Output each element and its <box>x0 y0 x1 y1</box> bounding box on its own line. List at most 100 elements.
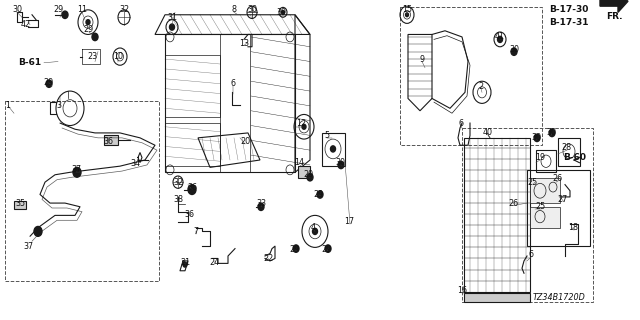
Text: 21: 21 <box>180 258 190 267</box>
Circle shape <box>549 129 555 137</box>
Circle shape <box>317 191 323 198</box>
Text: 25: 25 <box>528 178 538 187</box>
Text: 6: 6 <box>458 119 463 128</box>
Text: 42: 42 <box>21 20 31 29</box>
Circle shape <box>46 80 52 87</box>
Circle shape <box>183 262 187 267</box>
Circle shape <box>511 48 517 55</box>
Text: 32: 32 <box>119 5 129 14</box>
Bar <box>558 138 580 166</box>
Circle shape <box>534 134 540 141</box>
Bar <box>322 133 345 166</box>
Text: 40: 40 <box>483 128 493 137</box>
Text: FR.: FR. <box>606 12 623 20</box>
Text: 24: 24 <box>209 258 219 267</box>
Bar <box>536 150 556 172</box>
Bar <box>104 135 118 145</box>
Bar <box>5 101 159 281</box>
Text: 37: 37 <box>23 242 33 251</box>
Text: 36: 36 <box>187 183 197 192</box>
Bar <box>530 207 560 228</box>
Text: 39: 39 <box>276 8 286 17</box>
Circle shape <box>302 124 306 129</box>
Text: 38: 38 <box>173 195 183 204</box>
Text: 30: 30 <box>546 128 556 137</box>
Text: 19: 19 <box>535 153 545 162</box>
Text: 36: 36 <box>103 137 113 146</box>
Circle shape <box>62 11 68 19</box>
Bar <box>530 179 560 203</box>
Bar <box>527 170 590 246</box>
Text: B-60: B-60 <box>563 153 586 162</box>
Bar <box>298 166 310 179</box>
Circle shape <box>330 146 335 152</box>
Text: 14: 14 <box>294 158 304 167</box>
Text: 29: 29 <box>53 5 63 14</box>
Text: 12: 12 <box>296 119 306 128</box>
Text: 20: 20 <box>240 137 250 146</box>
Circle shape <box>282 11 285 14</box>
Text: 3: 3 <box>56 101 61 110</box>
Bar <box>464 138 530 292</box>
Text: 1: 1 <box>6 101 10 110</box>
Text: 29: 29 <box>322 245 332 254</box>
Text: 22: 22 <box>264 254 274 263</box>
Text: B-17-31: B-17-31 <box>549 18 589 27</box>
Text: 35: 35 <box>15 199 25 208</box>
Text: 8: 8 <box>232 5 237 14</box>
Circle shape <box>312 228 317 235</box>
Text: 15: 15 <box>402 5 412 14</box>
Text: 2: 2 <box>479 82 484 91</box>
Text: B-17-30: B-17-30 <box>549 5 588 14</box>
Text: 17: 17 <box>344 217 354 226</box>
Circle shape <box>497 36 502 43</box>
Text: 36: 36 <box>184 210 194 219</box>
Text: 37: 37 <box>71 165 81 174</box>
Text: 23: 23 <box>87 52 97 61</box>
Circle shape <box>307 173 313 181</box>
Circle shape <box>86 20 90 25</box>
Bar <box>464 293 530 301</box>
Text: 29: 29 <box>290 245 300 254</box>
Text: 29: 29 <box>304 170 314 179</box>
Text: 5: 5 <box>324 131 330 140</box>
Circle shape <box>258 203 264 211</box>
Circle shape <box>92 33 98 41</box>
Text: 13: 13 <box>239 39 249 48</box>
Bar <box>400 7 542 145</box>
Text: B-61: B-61 <box>19 58 42 67</box>
Circle shape <box>170 24 175 30</box>
Circle shape <box>406 13 408 17</box>
Text: 29: 29 <box>314 190 324 199</box>
Text: 28: 28 <box>561 143 571 152</box>
Text: 9: 9 <box>419 55 424 64</box>
Text: 27: 27 <box>558 195 568 204</box>
Text: 33: 33 <box>256 199 266 208</box>
Text: 32: 32 <box>173 178 183 187</box>
Polygon shape <box>600 0 628 12</box>
Text: 7: 7 <box>193 227 198 236</box>
Circle shape <box>34 227 42 236</box>
Text: 29: 29 <box>44 78 54 87</box>
Text: 11: 11 <box>77 5 87 14</box>
Text: 4: 4 <box>310 223 316 232</box>
Text: 6: 6 <box>230 79 236 88</box>
Text: 29: 29 <box>84 25 94 34</box>
Text: 25: 25 <box>536 202 546 211</box>
Text: 31: 31 <box>167 13 177 22</box>
Text: 26: 26 <box>552 174 562 183</box>
Circle shape <box>293 245 299 252</box>
Circle shape <box>73 167 81 177</box>
Text: 26: 26 <box>508 199 518 208</box>
Circle shape <box>338 161 344 169</box>
Text: 41: 41 <box>495 32 505 41</box>
Text: 30: 30 <box>335 158 345 167</box>
Text: 30: 30 <box>509 45 519 54</box>
Text: 30: 30 <box>12 5 22 14</box>
Text: 18: 18 <box>568 223 578 232</box>
Text: 30: 30 <box>531 133 541 142</box>
Circle shape <box>325 245 331 252</box>
Circle shape <box>188 185 196 195</box>
Text: 30: 30 <box>247 5 257 14</box>
Text: TZ34B1720D: TZ34B1720D <box>533 293 586 302</box>
